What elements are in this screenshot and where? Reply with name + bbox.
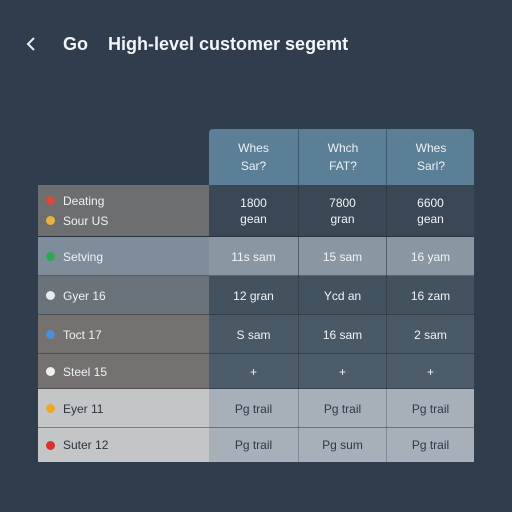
row-label: Gyer 16 [38,276,209,315]
go-button[interactable]: Go [63,34,88,54]
status-dot-icon [46,216,55,225]
status-dot-icon [46,196,55,205]
column-header-1[interactable]: Whes Sar? [238,141,269,173]
row-cells: Pg trail Pg trail Pg trail [209,389,474,428]
status-dot-icon [46,252,55,261]
row-cells: + + + [209,354,474,389]
table-cell[interactable]: Pg trail [386,389,474,428]
top-bar: Go High-level customer segemt [0,24,512,64]
row-cells: 1800 gean 7800 gran 6600 gean [209,185,474,236]
row-label-text: Gyer 16 [63,288,106,303]
row-label-text: Toct 17 [63,327,102,342]
row-label-text: Sour US [63,213,109,228]
table-row[interactable]: Deating Sour US 1800 gean 7800 gran 6600 gea… [38,185,474,236]
table-cell[interactable]: 15 sam [298,237,386,276]
table-cell[interactable]: + [386,354,474,389]
table-row[interactable]: Eyer 11 Pg trail Pg trail Pg trail [38,388,474,428]
table-cell[interactable]: 1800 gean [240,195,267,226]
table-cell[interactable]: Pg sum [298,428,386,462]
row-label: Toct 17 [38,315,209,354]
row-label-text: Setving [63,249,104,264]
table-row[interactable]: Toct 17 S sam 16 sam 2 sam [38,314,474,354]
table-cell[interactable]: Pg trail [234,401,273,416]
row-label: Eyer 11 [38,389,209,428]
row-cells: 12 gran Ycd an 16 zam [209,276,474,315]
row-label: Setving [38,237,209,276]
table-cell[interactable]: Pg trail [298,389,386,428]
table-cell[interactable]: Pg trail [386,428,474,462]
column-header-3[interactable]: Whes Sarl? [386,129,475,185]
table-row[interactable]: Setving 11s sam 15 sam 16 yam [38,236,474,276]
row-label-text: Suter 12 [63,438,109,452]
status-dot-icon [46,404,55,413]
row-cells: Pg trail Pg sum Pg trail [209,428,474,462]
table-cell[interactable]: S sam [236,327,271,342]
row-label: Suter 12 [38,428,209,462]
table-cell[interactable]: Pg trail [234,438,273,452]
status-dot-icon [46,440,55,450]
column-header-2[interactable]: Whch FAT? [298,129,387,185]
row-cells: 11s sam 15 sam 16 yam [209,237,474,276]
row-label: Steel 15 [38,354,209,389]
table-cell[interactable]: 16 sam [298,315,386,354]
row-label: Deating Sour US [38,185,209,236]
table-row[interactable]: Steel 15 + + + [38,353,474,389]
row-label-text: Deating [63,193,105,208]
page-title: High-level customer segemt [108,34,349,54]
back-chevron-icon[interactable] [18,30,46,58]
table-cell[interactable]: 7800 gran [298,185,386,236]
status-dot-icon [46,367,55,376]
table-cell[interactable]: + [249,364,257,379]
status-dot-icon [46,291,55,300]
status-dot-icon [46,330,55,339]
row-label-text: Eyer 11 [63,401,104,416]
table-cell[interactable]: 12 gran [233,288,274,303]
table-row[interactable]: Suter 12 Pg trail Pg sum Pg trail [38,427,474,462]
row-cells: S sam 16 sam 2 sam [209,315,474,354]
table-cell[interactable]: Ycd an [298,276,386,315]
table-cell[interactable]: 16 zam [386,276,474,315]
segment-table: Whes Sar? Whch FAT? Whes Sarl? Deating So… [38,129,474,462]
table-cell[interactable]: 6600 gean [386,185,474,236]
table-cell[interactable]: 11s sam [231,249,276,264]
table-row[interactable]: Gyer 16 12 gran Ycd an 16 zam [38,275,474,315]
row-label-text: Steel 15 [63,364,108,379]
table-header: Whes Sar? Whch FAT? Whes Sarl? [209,129,474,185]
table-cell[interactable]: + [298,354,386,389]
table-cell[interactable]: 16 yam [386,237,474,276]
table-cell[interactable]: 2 sam [386,315,474,354]
